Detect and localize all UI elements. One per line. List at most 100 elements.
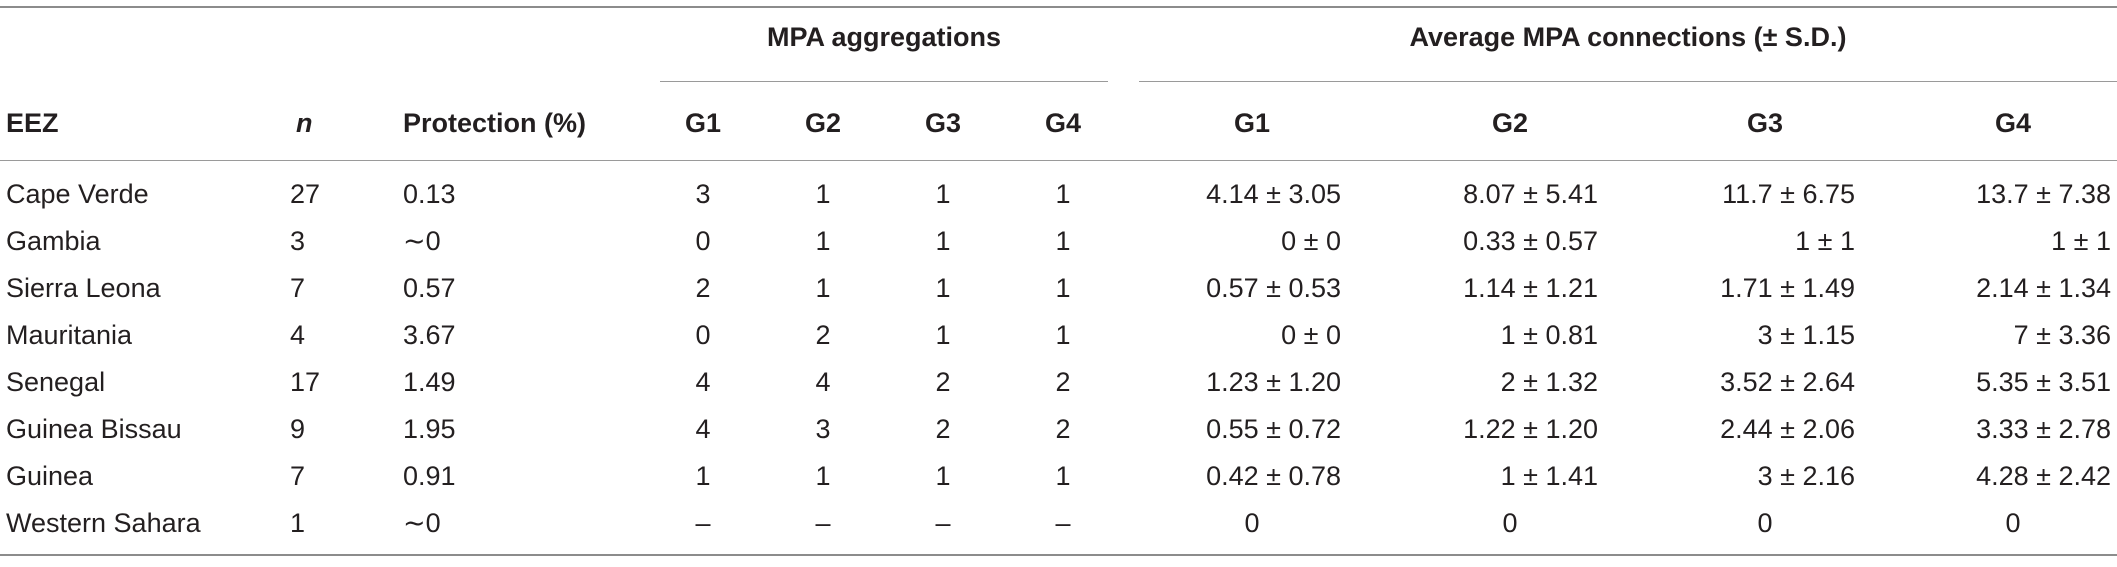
cell-conn-g1: 0: [1244, 508, 1260, 538]
cell-protection: 0.57: [403, 273, 456, 303]
cell-agg-g3: 1: [935, 179, 951, 209]
cell-protection: ∼0: [403, 508, 441, 538]
cell-agg-g2: 2: [815, 320, 831, 350]
cell-eez: Mauritania: [6, 320, 133, 350]
cell-agg-g1: 0: [695, 320, 711, 350]
col-header-conn-g1: G1: [1233, 108, 1271, 138]
cell-protection: 1.49: [403, 367, 456, 397]
cell-conn-g2: 1 ± 1.41: [1500, 461, 1598, 491]
cell-agg-g2: 1: [815, 179, 831, 209]
cell-eez: Gambia: [6, 226, 101, 256]
cell-conn-g2: 8.07 ± 5.41: [1463, 179, 1598, 209]
cell-agg-g1: 1: [695, 461, 711, 491]
col-header-conn-g3: G3: [1746, 108, 1784, 138]
cell-agg-g2: –: [815, 508, 831, 538]
cell-conn-g4: 1 ± 1: [2051, 226, 2111, 256]
cell-n: 27: [290, 179, 321, 209]
cell-agg-g4: 1: [1055, 320, 1071, 350]
cell-conn-g2: 2 ± 1.32: [1500, 367, 1598, 397]
cell-conn-g3: 11.7 ± 6.75: [1722, 179, 1855, 209]
cell-conn-g2: 1.22 ± 1.20: [1463, 414, 1598, 444]
cell-agg-g4: 1: [1055, 226, 1071, 256]
cell-agg-g2: 3: [815, 414, 831, 444]
cell-eez: Guinea Bissau: [6, 414, 182, 444]
cell-conn-g3: 3 ± 1.15: [1757, 320, 1855, 350]
cell-n: 17: [290, 367, 321, 397]
col-header-conn-g4: G4: [1994, 108, 2032, 138]
cell-conn-g1: 1.23 ± 1.20: [1206, 367, 1341, 397]
cell-conn-g1: 0.55 ± 0.72: [1206, 414, 1341, 444]
cell-n: 4: [290, 320, 306, 350]
cell-n: 3: [290, 226, 306, 256]
cell-conn-g3: 3.52 ± 2.64: [1720, 367, 1855, 397]
cell-agg-g1: 2: [695, 273, 711, 303]
cell-agg-g1: –: [695, 508, 711, 538]
top-rule: [0, 6, 2117, 8]
cell-conn-g1: 4.14 ± 3.05: [1206, 179, 1341, 209]
col-header-agg-g2: G2: [804, 108, 842, 138]
col-header-conn-g2: G2: [1491, 108, 1529, 138]
cell-conn-g1: 0.42 ± 0.78: [1206, 461, 1341, 491]
cell-agg-g1: 0: [695, 226, 711, 256]
cell-protection: ∼0: [403, 226, 441, 256]
cell-agg-g4: 2: [1055, 367, 1071, 397]
cell-eez: Guinea: [6, 461, 94, 491]
col-header-agg-g3: G3: [924, 108, 962, 138]
cell-eez: Sierra Leona: [6, 273, 161, 303]
cell-protection: 3.67: [403, 320, 456, 350]
col-header-n: n: [296, 108, 313, 138]
cell-agg-g2: 1: [815, 461, 831, 491]
cell-protection: 0.91: [403, 461, 456, 491]
cell-agg-g3: 1: [935, 320, 951, 350]
cell-n: 1: [290, 508, 306, 538]
group-header-mpa-aggregations: MPA aggregations: [766, 22, 1002, 52]
cell-agg-g2: 4: [815, 367, 831, 397]
cell-conn-g1: 0 ± 0: [1281, 320, 1341, 350]
cell-agg-g1: 4: [695, 367, 711, 397]
cell-conn-g4: 0: [2005, 508, 2021, 538]
cell-eez: Cape Verde: [6, 179, 149, 209]
cell-agg-g3: 2: [935, 414, 951, 444]
cell-agg-g4: 1: [1055, 273, 1071, 303]
header-rule: [0, 160, 2117, 161]
cell-agg-g1: 3: [695, 179, 711, 209]
cell-agg-g3: 1: [935, 226, 951, 256]
cell-eez: Senegal: [6, 367, 106, 397]
cell-conn-g4: 4.28 ± 2.42: [1976, 461, 2111, 491]
cell-agg-g2: 1: [815, 226, 831, 256]
cell-conn-g4: 5.35 ± 3.51: [1976, 367, 2111, 397]
cell-agg-g4: –: [1055, 508, 1071, 538]
cell-agg-g4: 1: [1055, 179, 1071, 209]
cell-conn-g2: 0.33 ± 0.57: [1463, 226, 1598, 256]
avg-connections-rule: [1139, 81, 2117, 82]
cell-conn-g2: 1 ± 0.81: [1500, 320, 1598, 350]
col-header-eez: EEZ: [6, 108, 59, 138]
cell-protection: 1.95: [403, 414, 456, 444]
cell-conn-g4: 2.14 ± 1.34: [1976, 273, 2111, 303]
cell-n: 7: [290, 273, 306, 303]
bottom-rule: [0, 554, 2117, 556]
col-header-agg-g4: G4: [1044, 108, 1082, 138]
cell-conn-g3: 1.71 ± 1.49: [1720, 273, 1855, 303]
cell-conn-g3: 1 ± 1: [1795, 226, 1855, 256]
cell-agg-g1: 4: [695, 414, 711, 444]
cell-conn-g3: 0: [1757, 508, 1773, 538]
cell-agg-g3: –: [935, 508, 951, 538]
cell-conn-g4: 13.7 ± 7.38: [1976, 179, 2111, 209]
group-header-avg-connections: Average MPA connections (± S.D.): [1409, 22, 1847, 52]
cell-conn-g3: 3 ± 2.16: [1757, 461, 1855, 491]
cell-conn-g1: 0 ± 0: [1281, 226, 1341, 256]
cell-conn-g2: 0: [1502, 508, 1518, 538]
mpa-aggregations-rule: [660, 81, 1108, 82]
cell-conn-g2: 1.14 ± 1.21: [1463, 273, 1598, 303]
cell-protection: 0.13: [403, 179, 456, 209]
cell-agg-g3: 1: [935, 273, 951, 303]
cell-conn-g3: 2.44 ± 2.06: [1720, 414, 1855, 444]
cell-agg-g3: 2: [935, 367, 951, 397]
cell-eez: Western Sahara: [6, 508, 201, 538]
cell-conn-g4: 7 ± 3.36: [2013, 320, 2111, 350]
cell-n: 7: [290, 461, 306, 491]
cell-conn-g4: 3.33 ± 2.78: [1976, 414, 2111, 444]
cell-conn-g1: 0.57 ± 0.53: [1206, 273, 1341, 303]
